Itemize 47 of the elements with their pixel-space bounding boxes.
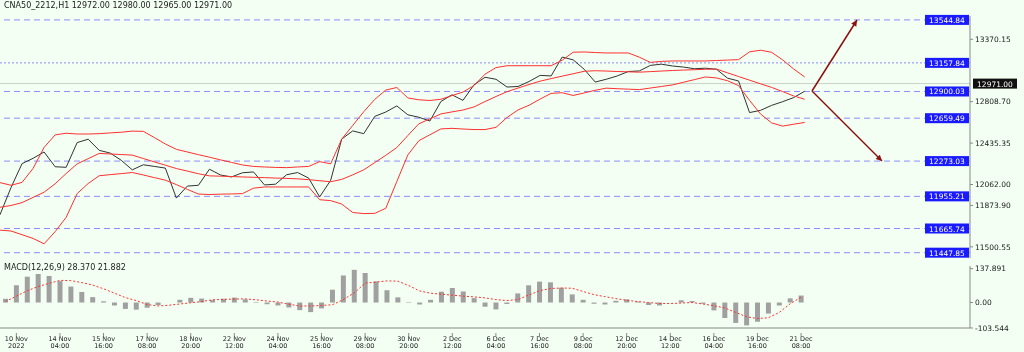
bar [733, 302, 739, 323]
chart-title: CNA50_2212,H1 12972.00 12980.00 12965.00 12971.00 [4, 0, 233, 11]
bar [210, 300, 216, 303]
bar [569, 294, 575, 303]
bar [188, 297, 194, 303]
bar [362, 273, 368, 303]
chart-title: MACD(12,26,9) 28.370 21.882 [4, 262, 126, 273]
line-series [0, 76, 806, 245]
bar [68, 286, 74, 303]
bar [765, 302, 771, 314]
bar [329, 289, 335, 303]
bar [526, 285, 532, 303]
bar [177, 299, 183, 303]
bar [79, 291, 85, 303]
bar [395, 297, 401, 303]
bar [547, 282, 553, 303]
bar [438, 291, 444, 303]
bar [13, 285, 19, 303]
bar [798, 295, 804, 303]
bar [428, 299, 434, 303]
line-series [4, 279, 802, 320]
bar [242, 299, 248, 303]
bar [199, 298, 205, 303]
bar [744, 302, 750, 326]
bar [384, 290, 390, 303]
bar [340, 275, 346, 303]
bar [449, 288, 455, 303]
bar [722, 302, 728, 319]
bar [558, 287, 564, 303]
bar [133, 302, 139, 310]
bar [35, 273, 41, 303]
bar [471, 298, 477, 303]
bar [755, 302, 761, 322]
bar [460, 291, 466, 303]
bar [57, 281, 63, 303]
bar [482, 302, 488, 307]
bar [580, 299, 586, 303]
bar [515, 293, 521, 303]
bar [24, 276, 30, 303]
bar [122, 302, 128, 309]
bar [787, 298, 793, 303]
bar [46, 275, 52, 303]
bar [351, 269, 357, 303]
bar [373, 281, 379, 303]
bar [537, 281, 543, 303]
line-series [0, 49, 806, 186]
bar [90, 297, 96, 303]
